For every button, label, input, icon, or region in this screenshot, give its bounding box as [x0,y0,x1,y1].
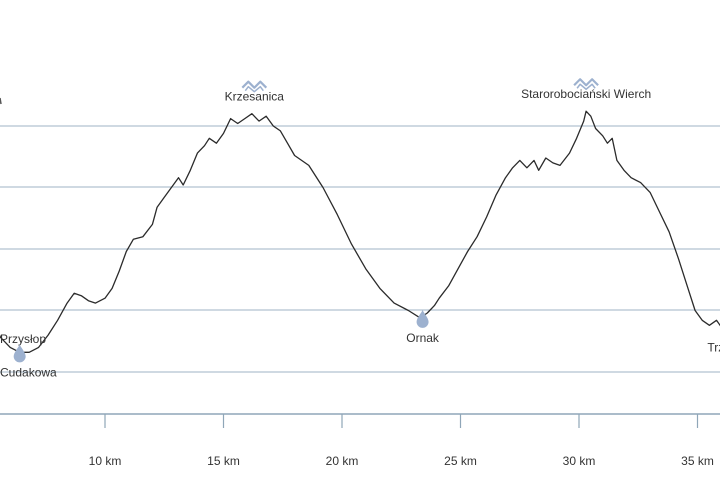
x-axis [0,97,720,415]
water-drop-icon [416,309,429,328]
gridlines [0,125,720,373]
annotations: Przysłop Cudakowa Krzesanica Ornak Starorobo… [0,78,720,379]
elevation-series-path [0,110,720,353]
water-label: Cudakowa [0,365,57,379]
water-label: Ornak [406,331,440,345]
x-tick-label-15: 15 km [207,454,240,468]
annotation-water: Cudakowa [0,344,57,379]
annotation-water: Trzydn [707,341,720,355]
water-label: Trzydn [707,341,720,355]
point-label: Przysłop [0,332,46,346]
water-drop-icon [13,344,26,363]
x-tick-label-30: 30 km [563,454,596,468]
peak-icon [573,78,599,87]
y-axis-arrow-mark [0,97,2,105]
elevation-line [0,110,720,353]
x-tick-label-20: 20 km [326,454,359,468]
annotation-label: Przysłop [0,332,46,346]
x-tick-label-35: 35 km [681,454,714,468]
x-tick-label-25: 25 km [444,454,477,468]
peak-icon-inner [576,83,596,90]
peak-label: Krzesanica [225,90,285,104]
x-tick-label-10: 10 km [89,454,122,468]
peak-icon [241,80,268,89]
annotation-water: Ornak [406,309,440,345]
peak-icon-inner [244,85,264,93]
annotation-peak: Krzesanica [225,80,285,104]
peak-label: Starorobociański Wierch [521,87,651,101]
annotation-peak: Starorobociański Wierch [521,78,651,101]
